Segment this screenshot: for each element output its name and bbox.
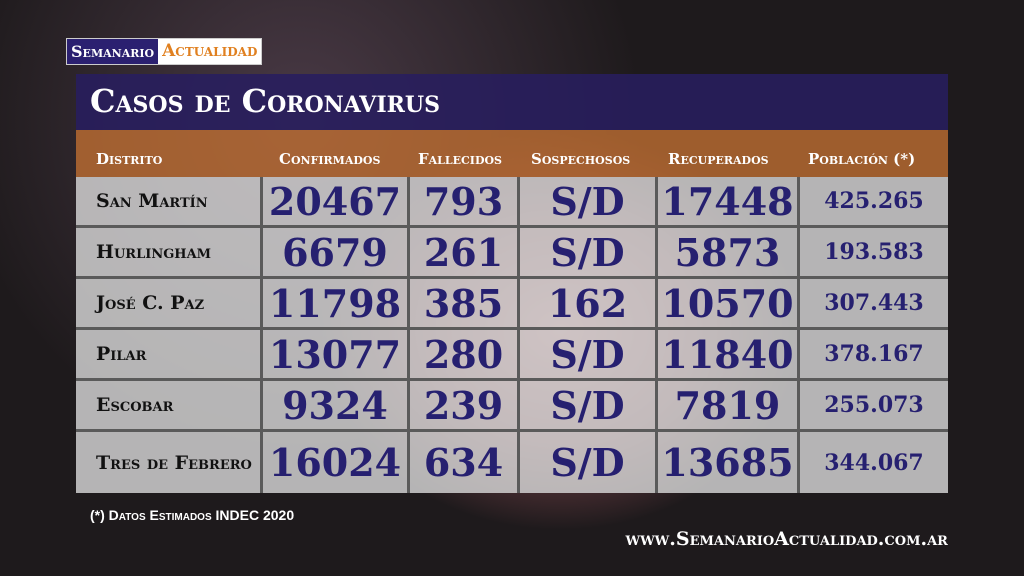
header-distrito: Distrito [96,150,163,168]
cell-distrito: Tres de Febrero [76,432,263,493]
cell-distrito: José C. Paz [76,279,263,327]
table-row: Escobar 9324 239 S/D 7819 255.073 [76,381,948,432]
cell-distrito: San Martín [76,177,263,225]
table-row: José C. Paz 11798 385 162 10570 307.443 [76,279,948,330]
cases-table: San Martín 20467 793 S/D 17448 425.265 Hurling… [76,177,948,493]
cell-confirmados: 13077 [263,330,410,378]
cell-sospechosos: S/D [520,228,658,276]
table-header: Distrito Confirmados Fallecidos Sospecho… [76,130,948,177]
cell-confirmados: 16024 [263,432,410,493]
cell-confirmados: 6679 [263,228,410,276]
cell-fallecidos: 261 [410,228,520,276]
cell-recuperados: 13685 [658,432,800,493]
header-confirmados: Confirmados [279,150,381,168]
table-row: Tres de Febrero 16024 634 S/D 13685 344.067 [76,432,948,493]
website-url: www.SemanarioActualidad.com.ar [625,528,948,550]
cell-sospechosos: S/D [520,432,658,493]
footnote: (*) Datos Estimados INDEC 2020 [90,507,295,523]
cell-distrito: Pilar [76,330,263,378]
cell-recuperados: 10570 [658,279,800,327]
cell-fallecidos: 385 [410,279,520,327]
cell-sospechosos: S/D [520,330,658,378]
cell-sospechosos: S/D [520,177,658,225]
cell-confirmados: 11798 [263,279,410,327]
page-title: Casos de Coronavirus [76,74,948,130]
header-poblacion: Población (*) [808,150,916,168]
logo-part2: Actualidad [162,41,258,61]
table-row: San Martín 20467 793 S/D 17448 425.265 [76,177,948,228]
cell-poblacion: 307.443 [800,279,948,327]
cell-poblacion: 344.067 [800,432,948,493]
logo-part1: Semanario [67,39,159,64]
cell-recuperados: 5873 [658,228,800,276]
cell-fallecidos: 280 [410,330,520,378]
header-recuperados: Recuperados [668,150,769,168]
cell-poblacion: 378.167 [800,330,948,378]
cell-fallecidos: 634 [410,432,520,493]
cell-confirmados: 9324 [263,381,410,429]
header-sospechosos: Sospechosos [531,150,631,168]
cell-recuperados: 17448 [658,177,800,225]
cell-poblacion: 425.265 [800,177,948,225]
cell-fallecidos: 239 [410,381,520,429]
cell-sospechosos: 162 [520,279,658,327]
logo: Semanario Actualidad [66,38,263,65]
cell-poblacion: 193.583 [800,228,948,276]
cell-fallecidos: 793 [410,177,520,225]
table-row: Pilar 13077 280 S/D 11840 378.167 [76,330,948,381]
cell-recuperados: 7819 [658,381,800,429]
cell-sospechosos: S/D [520,381,658,429]
cell-recuperados: 11840 [658,330,800,378]
table-row: Hurlingham 6679 261 S/D 5873 193.583 [76,228,948,279]
cell-distrito: Hurlingham [76,228,263,276]
cell-poblacion: 255.073 [800,381,948,429]
cell-confirmados: 20467 [263,177,410,225]
header-fallecidos: Fallecidos [418,150,503,168]
cell-distrito: Escobar [76,381,263,429]
